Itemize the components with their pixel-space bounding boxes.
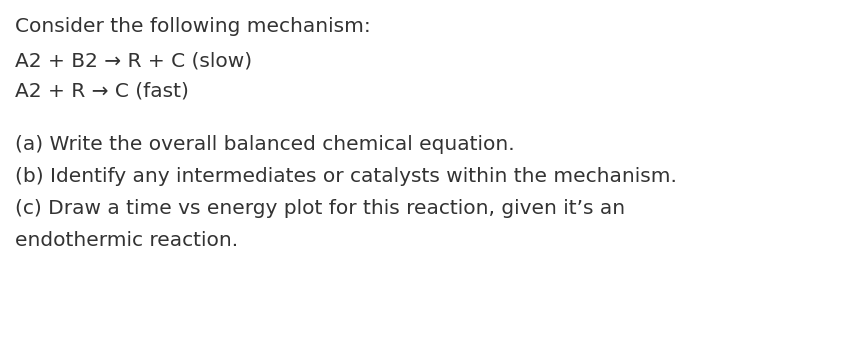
Text: (b) Identify any intermediates or catalysts within the mechanism.: (b) Identify any intermediates or cataly… bbox=[15, 166, 676, 185]
Text: endothermic reaction.: endothermic reaction. bbox=[15, 230, 238, 250]
Text: (a) Write the overall balanced chemical equation.: (a) Write the overall balanced chemical … bbox=[15, 134, 514, 153]
Text: Consider the following mechanism:: Consider the following mechanism: bbox=[15, 17, 370, 37]
Text: A2 + R → C (fast): A2 + R → C (fast) bbox=[15, 81, 189, 101]
Text: A2 + B2 → R + C (slow): A2 + B2 → R + C (slow) bbox=[15, 52, 251, 71]
Text: (c) Draw a time vs energy plot for this reaction, given it’s an: (c) Draw a time vs energy plot for this … bbox=[15, 198, 624, 218]
